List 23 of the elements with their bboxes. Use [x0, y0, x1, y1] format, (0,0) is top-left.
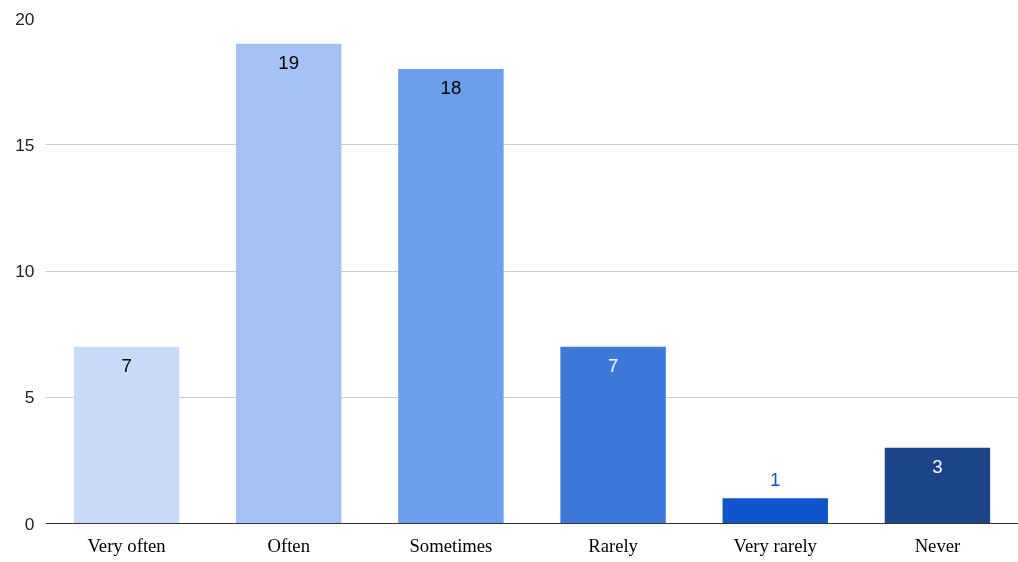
y-tick-label: 20: [15, 8, 35, 29]
data-label: 1: [770, 469, 781, 491]
y-tick-label: 10: [15, 261, 35, 281]
y-tick-label: 15: [15, 134, 35, 155]
bar: [73, 346, 180, 524]
x-tick-label: Very often: [87, 534, 167, 556]
data-label: 7: [121, 354, 132, 376]
y-tick-label: 5: [24, 387, 35, 408]
x-tick-label: Sometimes: [409, 534, 493, 556]
data-label: 7: [607, 354, 619, 376]
bar: [398, 69, 504, 524]
bar: [884, 447, 991, 524]
data-label: 18: [440, 77, 462, 98]
x-tick-label: Very rarely: [733, 534, 818, 556]
bar: [236, 43, 342, 524]
x-tick-label: Rarely: [588, 534, 639, 556]
x-tick-label: Never: [914, 534, 961, 556]
y-tick-label: 0: [24, 513, 35, 534]
data-label: 3: [932, 455, 943, 477]
bar: [560, 346, 666, 524]
bar: [722, 498, 828, 524]
x-tick-label: Often: [267, 534, 311, 556]
data-label: 19: [278, 51, 300, 73]
